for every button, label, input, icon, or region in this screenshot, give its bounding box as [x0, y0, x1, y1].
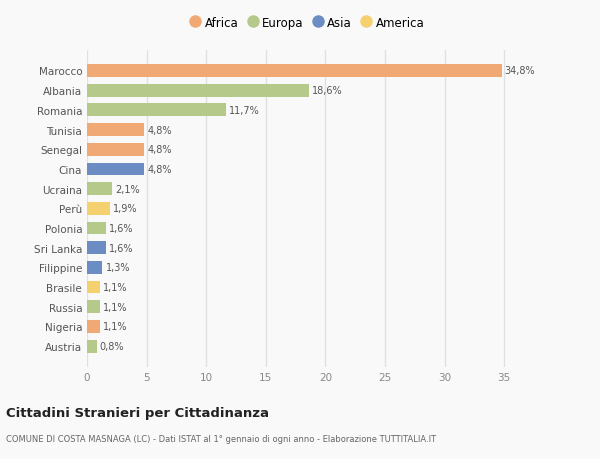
- Bar: [87, 84, 308, 97]
- Text: 4,8%: 4,8%: [147, 125, 172, 135]
- Text: 4,8%: 4,8%: [147, 145, 172, 155]
- Bar: [87, 262, 103, 274]
- Bar: [87, 144, 144, 156]
- Text: 1,6%: 1,6%: [109, 243, 134, 253]
- Text: 1,1%: 1,1%: [103, 302, 128, 312]
- Bar: [87, 124, 144, 137]
- Bar: [87, 320, 100, 333]
- Bar: [87, 65, 502, 78]
- Bar: [87, 301, 100, 313]
- Bar: [87, 163, 144, 176]
- Text: 34,8%: 34,8%: [505, 66, 535, 76]
- Bar: [87, 104, 226, 117]
- Text: Cittadini Stranieri per Cittadinanza: Cittadini Stranieri per Cittadinanza: [6, 406, 269, 419]
- Text: 1,1%: 1,1%: [103, 282, 128, 292]
- Text: 2,1%: 2,1%: [115, 184, 140, 194]
- Text: 1,9%: 1,9%: [113, 204, 137, 214]
- Bar: [87, 281, 100, 294]
- Bar: [87, 202, 110, 215]
- Text: 1,6%: 1,6%: [109, 224, 134, 234]
- Bar: [87, 222, 106, 235]
- Legend: Africa, Europa, Asia, America: Africa, Europa, Asia, America: [186, 12, 429, 34]
- Text: 0,8%: 0,8%: [100, 341, 124, 352]
- Bar: [87, 183, 112, 196]
- Text: 18,6%: 18,6%: [311, 86, 342, 96]
- Text: 1,3%: 1,3%: [106, 263, 130, 273]
- Text: 1,1%: 1,1%: [103, 322, 128, 332]
- Text: COMUNE DI COSTA MASNAGA (LC) - Dati ISTAT al 1° gennaio di ogni anno - Elaborazi: COMUNE DI COSTA MASNAGA (LC) - Dati ISTA…: [6, 434, 436, 443]
- Text: 4,8%: 4,8%: [147, 164, 172, 174]
- Bar: [87, 242, 106, 255]
- Text: 11,7%: 11,7%: [229, 106, 260, 116]
- Bar: [87, 340, 97, 353]
